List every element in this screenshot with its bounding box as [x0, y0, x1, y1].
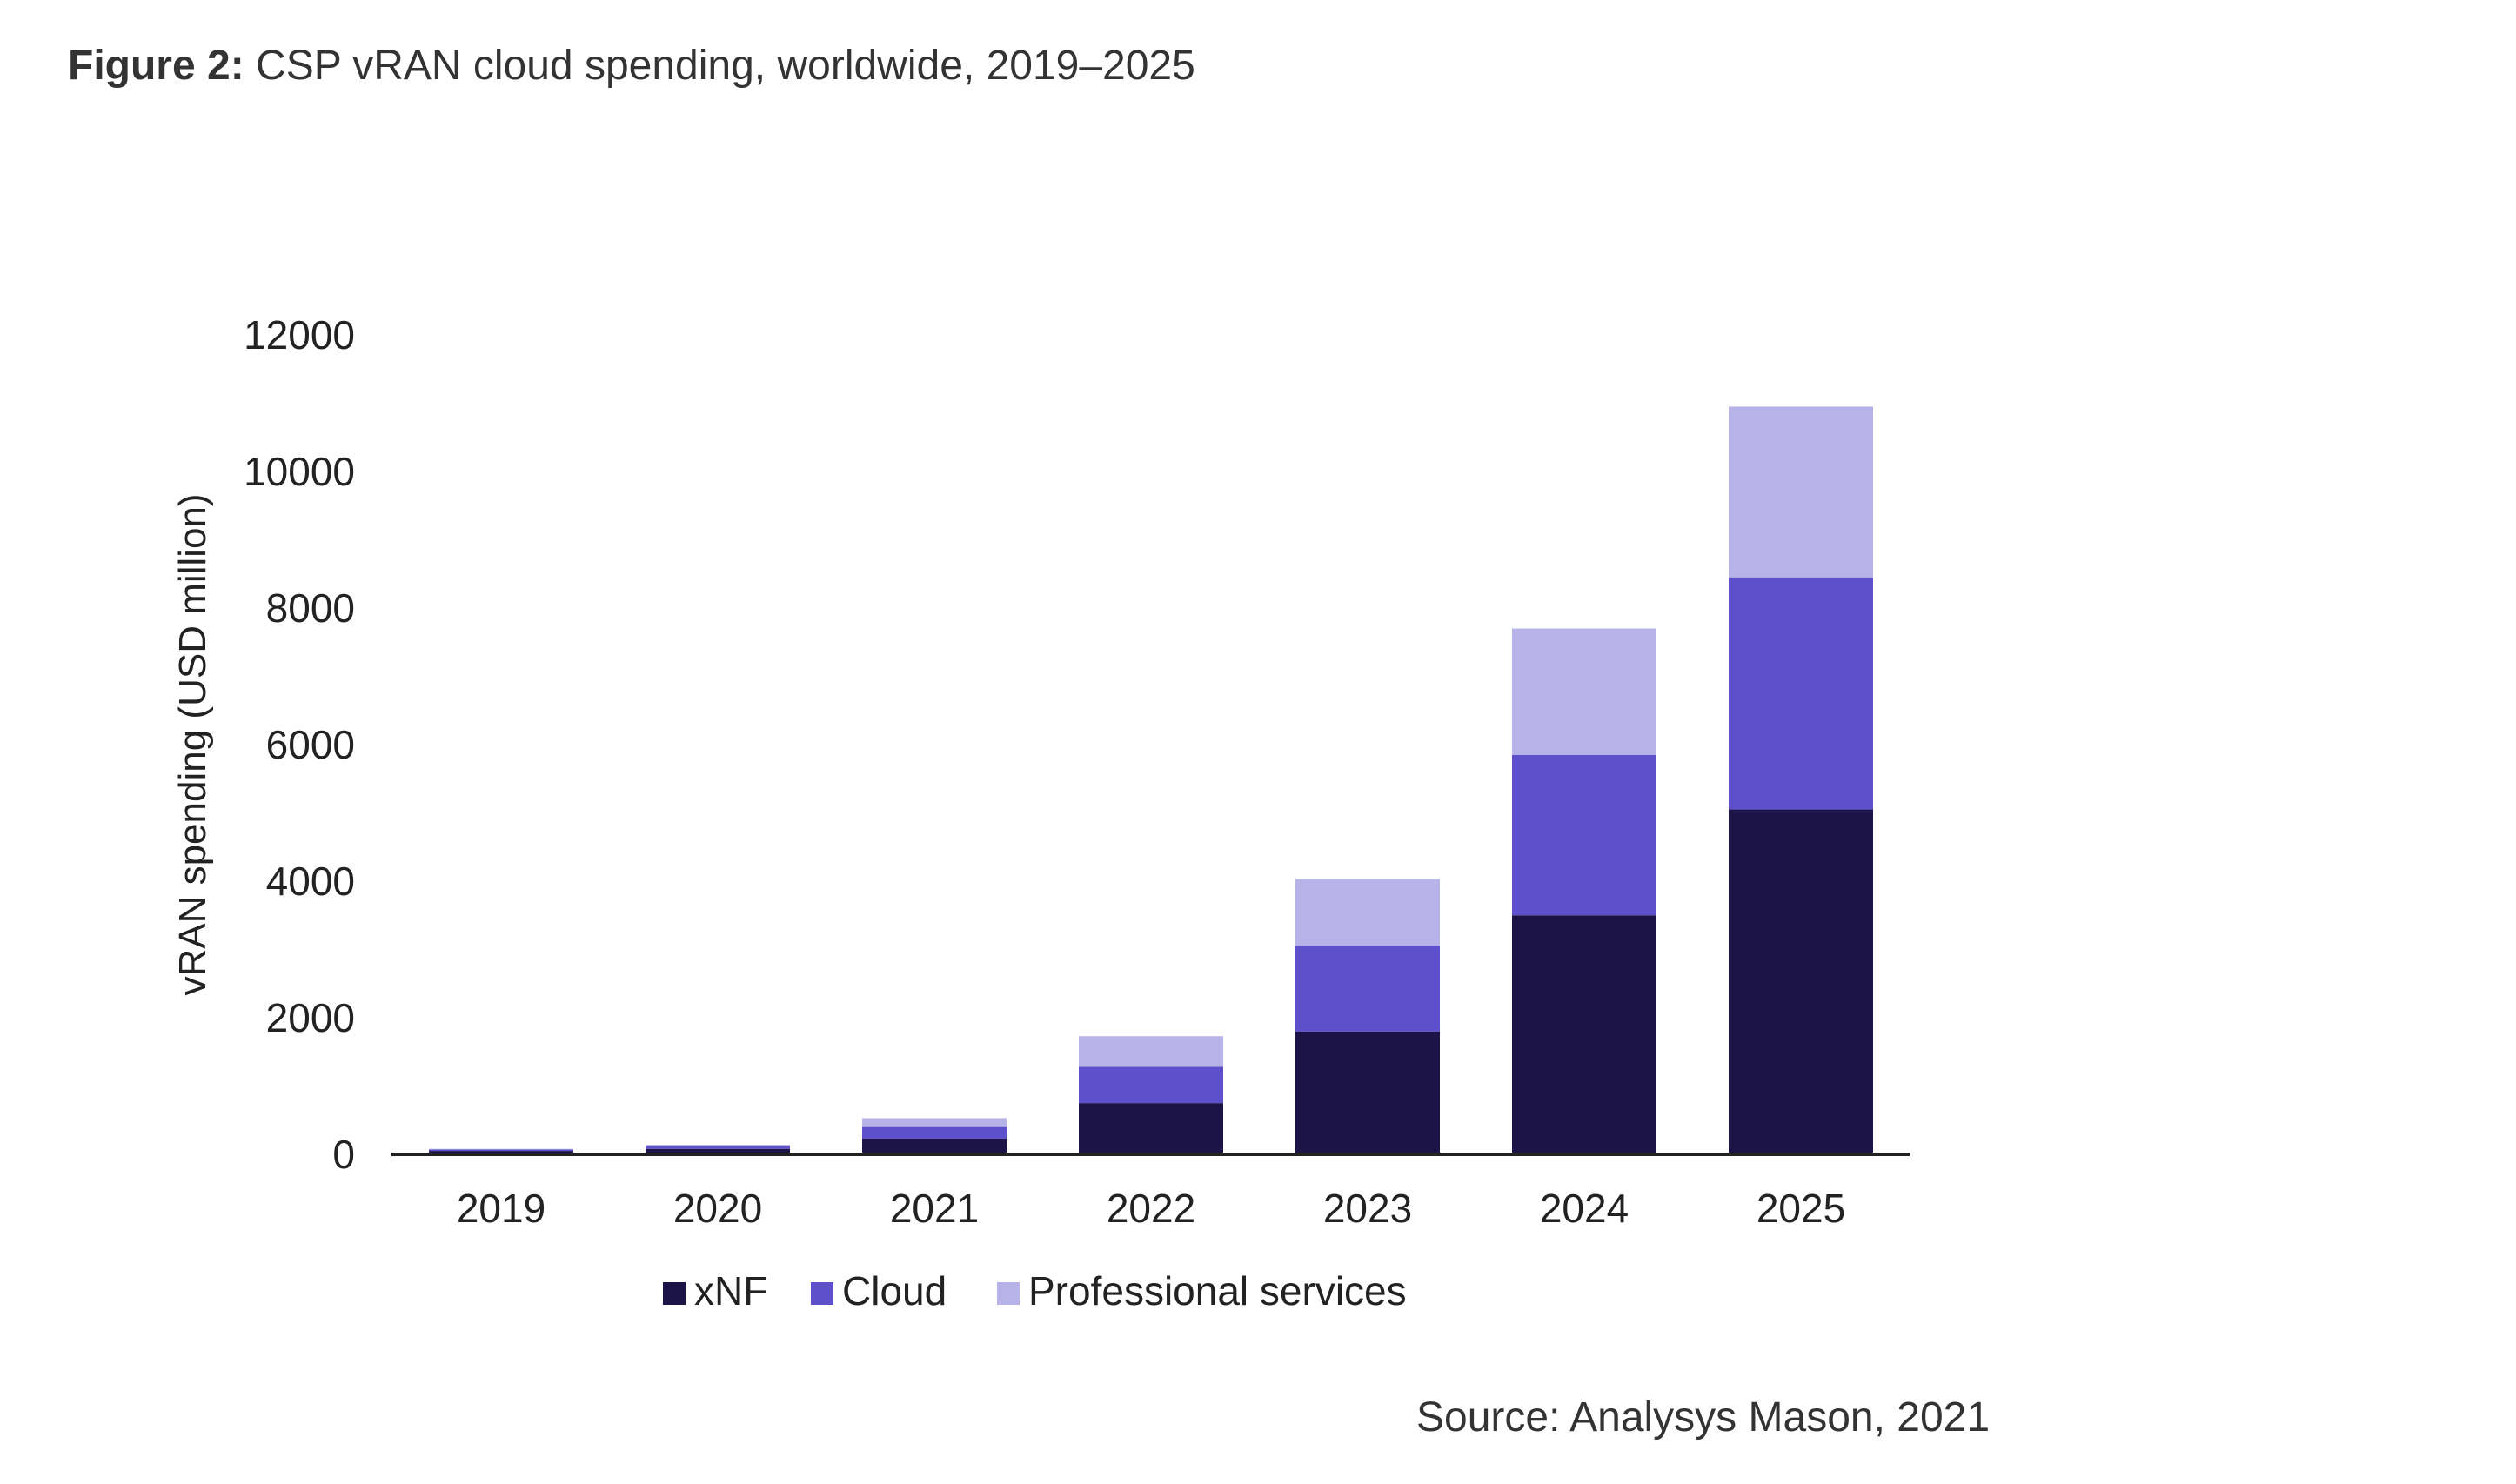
x-tick-label: 2020: [673, 1186, 762, 1231]
bar-segment-cloud-2024: [1512, 754, 1656, 916]
x-tick-label: 2022: [1107, 1186, 1195, 1231]
x-axis-ticks: 2019 2020 2021 2022 2023 2024 2025: [457, 1186, 1845, 1231]
y-tick-label: 0: [332, 1132, 355, 1177]
bar-stack-2020: [646, 1145, 790, 1154]
legend-item: xNF: [663, 1268, 767, 1314]
bar-segment-xnf-2024: [1512, 915, 1656, 1154]
bar-segment-cloud-2022: [1079, 1066, 1223, 1104]
y-axis-label: vRAN spending (USD million): [171, 493, 214, 995]
x-tick-label: 2021: [890, 1186, 979, 1231]
figure-caption: Figure 2: CSP vRAN cloud spending, world…: [68, 38, 1195, 94]
source-note: Source: Analysys Mason, 2021: [1416, 1394, 1991, 1441]
legend-item: Professional services: [997, 1268, 1407, 1314]
bar-segment-cloud-2021: [862, 1126, 1007, 1139]
bar-segment-professional-services-2022: [1079, 1036, 1223, 1067]
x-tick-label: 2024: [1540, 1186, 1629, 1231]
bar-stack-2021: [862, 1118, 1007, 1154]
bar-segment-xnf-2022: [1079, 1103, 1223, 1154]
legend-label: xNF: [694, 1268, 767, 1314]
bars: [429, 406, 1873, 1154]
legend-swatch: [663, 1282, 686, 1305]
legend-label: Cloud: [842, 1268, 947, 1314]
bar-segment-professional-services-2025: [1729, 406, 1873, 578]
figure-title: CSP vRAN cloud spending, worldwide, 2019…: [256, 43, 1195, 89]
y-axis-ticks: 0 2000 4000 6000 8000 10000 12000: [244, 312, 355, 1177]
bar-segment-xnf-2021: [862, 1138, 1007, 1154]
figure-label: Figure 2:: [68, 43, 244, 89]
bar-segment-professional-services-2020: [646, 1145, 790, 1146]
legend-item: Cloud: [811, 1268, 947, 1314]
bar-segment-xnf-2020: [646, 1148, 790, 1154]
legend-label: Professional services: [1028, 1268, 1407, 1314]
y-tick-label: 4000: [266, 859, 355, 904]
y-tick-label: 12000: [244, 312, 355, 358]
bar-segment-professional-services-2023: [1295, 879, 1440, 946]
bar-segment-xnf-2025: [1729, 809, 1873, 1154]
bar-stack-2022: [1079, 1036, 1223, 1154]
x-tick-label: 2019: [457, 1186, 545, 1231]
bar-segment-professional-services-2024: [1512, 628, 1656, 755]
legend-swatch: [997, 1282, 1020, 1305]
bar-segment-cloud-2020: [646, 1146, 790, 1149]
y-tick-label: 2000: [266, 995, 355, 1040]
bar-segment-professional-services-2019: [429, 1148, 573, 1150]
legend-swatch: [811, 1282, 833, 1305]
y-tick-label: 6000: [266, 722, 355, 767]
bar-stack-2024: [1512, 628, 1656, 1154]
bar-segment-cloud-2023: [1295, 946, 1440, 1032]
bar-segment-cloud-2019: [429, 1149, 573, 1152]
bar-segment-cloud-2025: [1729, 577, 1873, 810]
legend: xNF Cloud Professional services: [663, 1268, 1407, 1314]
y-tick-label: 8000: [266, 585, 355, 631]
bar-segment-professional-services-2021: [862, 1118, 1007, 1127]
y-tick-label: 10000: [244, 449, 355, 494]
x-tick-label: 2023: [1323, 1186, 1412, 1231]
bar-stack-2023: [1295, 879, 1440, 1154]
bar-stack-2025: [1729, 406, 1873, 1154]
bar-segment-xnf-2023: [1295, 1031, 1440, 1154]
x-tick-label: 2025: [1757, 1186, 1845, 1231]
